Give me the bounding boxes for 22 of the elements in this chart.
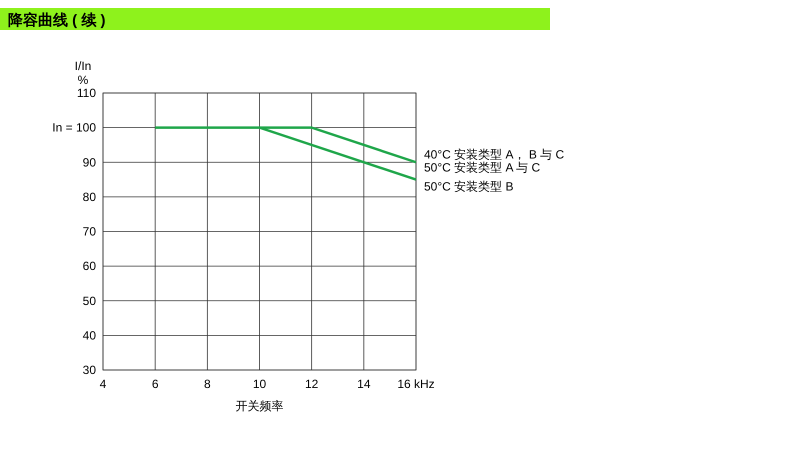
x-tick-label: 8 bbox=[204, 377, 211, 391]
x-tick-label: 6 bbox=[152, 377, 159, 391]
annotation: 50°C 安装类型 A 与 C bbox=[424, 160, 540, 174]
x-axis-title: 开关频率 bbox=[236, 399, 284, 413]
x-tick-label: 12 bbox=[304, 377, 319, 391]
x-tick-label: 16 kHz bbox=[397, 377, 435, 391]
series-label: 40°C 安装类型 A， B 与 C bbox=[424, 147, 564, 162]
chart-title: 降容曲线 ( 续 ) bbox=[8, 11, 106, 29]
y-tick-label: 50 bbox=[82, 294, 96, 308]
x-tick-label: 10 bbox=[252, 377, 266, 391]
x-tick-label: 4 bbox=[100, 377, 107, 391]
series-label: 50°C 安装类型 B bbox=[424, 180, 514, 194]
y-tick-label: 90 bbox=[82, 155, 96, 170]
y-tick-label: 30 bbox=[82, 363, 96, 377]
y-tick-label: 40 bbox=[82, 328, 96, 342]
y-tick-label: 60 bbox=[82, 259, 96, 274]
y-tick-label: 80 bbox=[82, 190, 96, 204]
y-axis-title: I/In % bbox=[74, 59, 92, 87]
y-tick-label: 110 bbox=[76, 86, 96, 100]
x-tick-label: 14 bbox=[357, 377, 371, 391]
y-tick-label: In = 100 bbox=[52, 120, 96, 135]
y-tick-label: 70 bbox=[82, 224, 96, 238]
